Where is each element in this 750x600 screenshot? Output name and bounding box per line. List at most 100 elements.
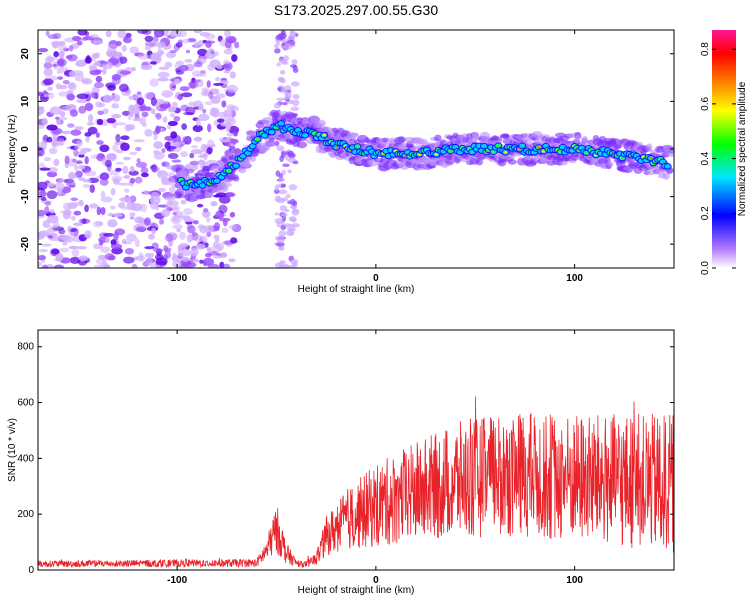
spectral-blob [94,40,104,45]
spectral-blob [119,56,128,64]
spectral-blob [159,218,165,225]
spectral-blob [169,82,177,91]
spectral-blob [41,196,47,202]
spectral-blob [205,33,216,40]
spectral-blob [249,144,256,149]
spectral-blob [146,256,153,266]
spectral-blob [153,131,158,141]
spectral-blob [150,60,157,65]
spectral-blob [74,126,84,131]
spectral-blob [111,74,122,81]
x-tick-label: 0 [373,273,379,284]
colorbar: 0.0 0.2 0.4 0.6 0.8 Normalized spectral ampl… [700,30,748,275]
spectral-blob [39,190,47,197]
spectral-blob [47,92,55,99]
spectral-blob [78,105,87,114]
spectrogram-xlabel: Height of straight line (km) [298,284,415,295]
spectral-blob [180,92,193,98]
spectral-blob [81,218,87,225]
spectral-blob [499,134,511,139]
spectral-blob [68,174,78,179]
spectral-blob [174,62,180,70]
spectral-blob [290,218,297,223]
spectral-blob [46,124,58,131]
spectral-blob [49,106,62,115]
spectral-blob [649,156,653,160]
spectral-blob [54,182,65,192]
spectral-blob [104,253,115,261]
spectral-blob [140,166,149,174]
spectral-blob [287,264,294,268]
spectral-blob [56,76,64,80]
spectral-blob [258,144,271,152]
spectral-blob [133,139,145,143]
spectral-blob [278,121,285,126]
spectral-blob [662,172,670,180]
spectral-blob [69,231,75,237]
spectral-blob [38,124,45,129]
spectral-blob [558,160,568,166]
spectral-blob [278,177,286,182]
spectral-blob [43,68,53,77]
spectral-blob [193,234,204,243]
spectral-blob [112,143,119,152]
spectral-blob [282,101,288,106]
spectral-blob [289,64,297,68]
spectral-blob [73,148,79,157]
spectral-blob [38,106,45,115]
spectral-blob [183,112,195,116]
snr-series-line [38,396,674,569]
spectral-blob [115,167,122,172]
spectral-blob [222,63,231,69]
spectral-blob [111,247,123,255]
spectral-blob [278,189,288,195]
spectral-blob [179,242,189,248]
spectral-blob [187,225,196,234]
spectral-blob [107,212,114,217]
spectral-blob [96,140,104,145]
spectral-blob [43,78,54,86]
spectral-blob [130,203,143,212]
spectral-blob [72,158,77,163]
spectral-blob [38,146,44,155]
spectral-blob [118,83,129,92]
spectral-blob [105,49,115,58]
spectral-blob [314,119,326,127]
spectral-blob [268,129,275,135]
spectral-blob [104,159,112,168]
spectral-blob [121,241,132,245]
spectral-blob [70,129,82,136]
spectral-blob [261,133,268,138]
spectral-blob [84,31,90,37]
spectral-blob [124,248,135,255]
spectral-blob [111,93,121,103]
spectral-blob [173,141,181,147]
spectral-blob [110,243,123,249]
snr-panel: -100 0 100 0 200 400 600 800 Height of straight… [7,329,675,596]
spectral-blob [69,109,78,117]
spectral-blob [87,126,98,135]
spectral-blob [200,143,208,152]
spectral-blob [63,202,72,211]
spectral-blob [55,116,60,120]
spectral-blob [434,134,442,142]
spectral-blob [229,211,236,218]
spectral-blob [190,247,199,257]
spectral-blob [89,184,95,193]
spectral-blob [117,30,127,39]
spectral-blob [53,51,59,58]
spectral-blob [198,113,210,122]
spectral-blob [45,30,50,37]
spectral-blob [291,262,297,267]
spectral-blob [292,68,299,74]
spectral-blob [203,208,209,213]
spectral-blob [75,61,87,67]
spectral-blob [495,143,502,148]
spectral-blob [171,101,178,108]
spectral-blob [254,137,261,142]
spectral-blob [100,206,106,216]
spectral-blob [204,225,214,233]
spectral-blob [382,137,390,143]
spectral-blob [135,226,145,232]
spectral-blob [645,143,653,152]
